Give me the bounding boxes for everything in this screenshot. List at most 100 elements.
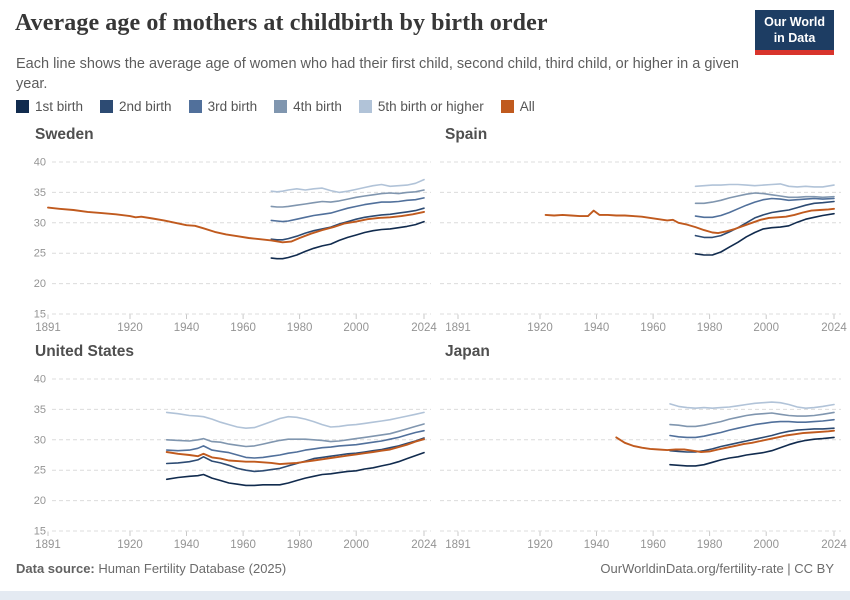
owid-logo[interactable]: Our World in Data — [755, 10, 834, 56]
x-axis-label-1940: 1940 — [584, 539, 610, 551]
x-axis-label-1980: 1980 — [287, 322, 313, 334]
legend-swatch-first — [16, 100, 29, 113]
x-axis-label-1980: 1980 — [697, 539, 723, 551]
legend-swatch-fourth — [274, 100, 288, 113]
x-axis-label-2000: 2000 — [753, 322, 779, 334]
data-source-value: Human Fertility Database (2025) — [94, 561, 287, 576]
line-fourth-japan[interactable] — [669, 411, 835, 428]
legend-swatch-third — [188, 100, 202, 113]
chart-panel-japan: Japan 1891 1920 1940 1960 1980 2000 2024 — [426, 343, 850, 557]
footer-link[interactable]: OurWorldinData.org/fertility-rate | CC B… — [600, 561, 834, 576]
y-axis-label-20: 20 — [34, 278, 46, 290]
legend-label: All — [519, 99, 535, 114]
line-all-united-states[interactable] — [165, 438, 425, 466]
data-source: Data source: Human Fertility Database (2… — [16, 561, 286, 576]
y-axis-label-15: 15 — [34, 309, 46, 321]
line-fifth-japan[interactable] — [669, 401, 835, 410]
legend-swatch-all — [500, 100, 514, 113]
x-axis-label-1940: 1940 — [174, 539, 200, 551]
legend-item-third[interactable]: 3rd birth — [188, 99, 258, 114]
y-axis-label-30: 30 — [34, 434, 46, 446]
y-axis-label-35: 35 — [34, 404, 46, 416]
line-first-japan[interactable] — [669, 436, 835, 467]
line-fourth-united-states[interactable] — [165, 423, 425, 448]
y-axis-label-15: 15 — [34, 526, 46, 538]
line-second-sweden[interactable] — [270, 207, 425, 241]
line-first-united-states[interactable] — [165, 451, 425, 487]
legend: 1st birth 2nd birth 3rd birth 4th birth 5th … — [16, 99, 535, 114]
x-axis-label-1960: 1960 — [640, 322, 666, 334]
legend-label: 1st birth — [35, 99, 84, 114]
y-axis-label-40: 40 — [34, 374, 46, 386]
line-third-japan[interactable] — [669, 418, 835, 439]
legend-swatch-second — [100, 100, 114, 113]
x-axis-label-2024: 2024 — [821, 322, 847, 334]
legend-swatch-fifth — [358, 100, 372, 113]
x-axis-label-1940: 1940 — [584, 322, 610, 334]
y-axis-label-35: 35 — [34, 187, 46, 199]
chart-panel-spain: Spain 1891 1920 1940 1960 1980 2000 2024 — [426, 126, 850, 340]
line-fifth-united-states[interactable] — [165, 411, 425, 430]
line-all-sweden[interactable] — [47, 206, 425, 244]
y-axis-label-25: 25 — [34, 248, 46, 260]
line-fifth-sweden[interactable] — [270, 178, 425, 194]
legend-label: 2nd birth — [119, 99, 172, 114]
x-axis-label-1960: 1960 — [230, 322, 256, 334]
legend-item-all[interactable]: All — [500, 99, 535, 114]
x-axis-label-1891: 1891 — [35, 539, 61, 551]
chart-panel-united-states: United States 40 35 30 25 20 15 1891 1920 1940 19… — [16, 343, 440, 557]
chart-subtitle: Each line shows the average age of women… — [16, 56, 739, 92]
footer: Data source: Human Fertility Database (2… — [16, 561, 834, 576]
legend-label: 4th birth — [293, 99, 342, 114]
page-title: Average age of mothers at childbirth by … — [15, 10, 548, 36]
owid-logo-line2: in Data — [773, 30, 816, 45]
x-axis-label-2024: 2024 — [821, 539, 847, 551]
legend-label: 3rd birth — [207, 99, 258, 114]
line-all-spain[interactable] — [544, 207, 835, 235]
line-fifth-spain[interactable] — [694, 183, 835, 188]
spain-plot[interactable]: 1891 1920 1940 1960 1980 2000 2024 — [426, 148, 850, 340]
legend-item-first[interactable]: 1st birth — [16, 99, 83, 114]
x-axis-label-2000: 2000 — [343, 539, 369, 551]
charts-grid: Sweden 40 35 30 25 20 15 1891 1920 1940 1960 1980 2… — [0, 126, 850, 556]
line-third-sweden[interactable] — [270, 197, 425, 223]
x-axis-label-1960: 1960 — [230, 539, 256, 551]
x-axis-label-1920: 1920 — [117, 322, 143, 334]
line-third-united-states[interactable] — [165, 429, 425, 459]
owid-logo-line1: Our World — [764, 15, 825, 29]
y-axis-label-25: 25 — [34, 465, 46, 477]
y-axis-label-40: 40 — [34, 157, 46, 169]
line-first-spain[interactable] — [694, 212, 835, 256]
x-axis-label-2000: 2000 — [343, 322, 369, 334]
japan-plot[interactable]: 1891 1920 1940 1960 1980 2000 2024 — [426, 365, 850, 557]
y-axis-label-20: 20 — [34, 495, 46, 507]
x-axis-label-1891: 1891 — [35, 322, 61, 334]
line-all-japan[interactable] — [615, 429, 835, 453]
x-axis-label-1980: 1980 — [287, 539, 313, 551]
panel-title-japan: Japan — [445, 343, 490, 360]
x-axis-label-2024: 2024 — [411, 539, 437, 551]
line-fourth-sweden[interactable] — [270, 189, 425, 208]
legend-item-second[interactable]: 2nd birth — [100, 99, 172, 114]
panel-title-spain: Spain — [445, 126, 488, 143]
x-axis-label-1940: 1940 — [174, 322, 200, 334]
line-second-spain[interactable] — [694, 200, 835, 239]
legend-item-fifth[interactable]: 5th birth or higher — [358, 99, 484, 114]
line-fourth-spain[interactable] — [694, 192, 835, 205]
x-axis-label-1891: 1891 — [445, 539, 471, 551]
chart-panel-sweden: Sweden 40 35 30 25 20 15 1891 1920 1940 1960 1980 2… — [16, 126, 440, 340]
panel-title-united-states: United States — [35, 343, 135, 360]
x-axis-label-1960: 1960 — [640, 539, 666, 551]
timeline-strip — [0, 591, 850, 600]
x-axis-label-2024: 2024 — [411, 322, 437, 334]
x-axis-label-1920: 1920 — [117, 539, 143, 551]
x-axis-label-1891: 1891 — [445, 322, 471, 334]
legend-item-fourth[interactable]: 4th birth — [274, 99, 342, 114]
line-third-spain[interactable] — [694, 197, 835, 219]
panel-title-sweden: Sweden — [35, 126, 94, 143]
y-axis-label-30: 30 — [34, 217, 46, 229]
x-axis-label-2000: 2000 — [753, 539, 779, 551]
line-first-sweden[interactable] — [270, 220, 425, 260]
